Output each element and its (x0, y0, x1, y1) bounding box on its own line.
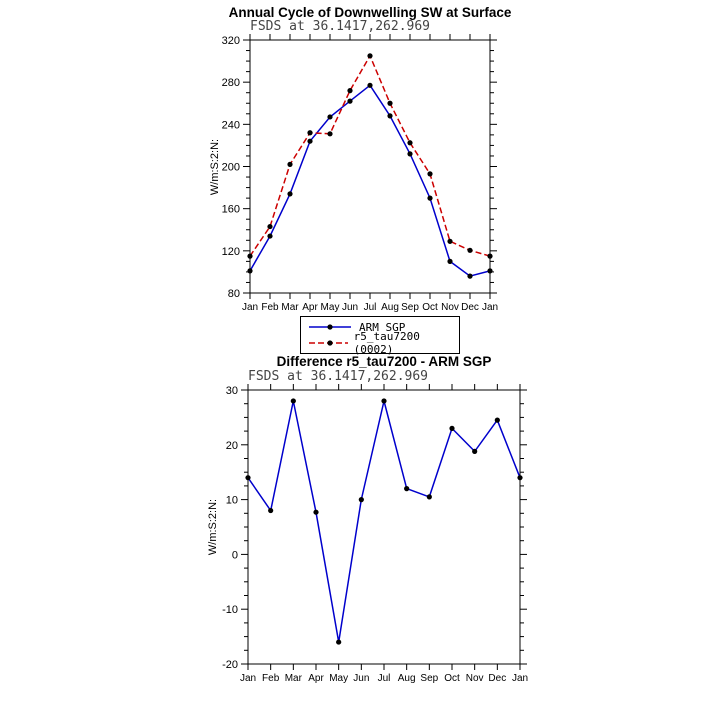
svg-text:10: 10 (226, 495, 238, 507)
top-chart-subtitle: FSDS at 36.1417,262.969 (250, 19, 431, 34)
svg-text:320: 320 (222, 35, 240, 47)
legend-item-arm-sgp: ARM SGP (307, 319, 453, 335)
svg-text:Mar: Mar (285, 673, 303, 684)
svg-text:30: 30 (226, 385, 238, 397)
svg-text:Nov: Nov (441, 302, 459, 313)
svg-text:Aug: Aug (381, 302, 399, 313)
svg-text:Dec: Dec (461, 302, 479, 313)
svg-text:80: 80 (228, 288, 240, 300)
svg-text:Sep: Sep (401, 302, 419, 313)
svg-text:Feb: Feb (262, 673, 280, 684)
legend-line-sample-blue (309, 324, 351, 330)
svg-text:Mar: Mar (281, 302, 299, 313)
svg-text:20: 20 (226, 440, 238, 452)
svg-text:Aug: Aug (398, 673, 416, 684)
top-chart-y-axis-label: W/m:S:2:N: (209, 138, 221, 196)
svg-text:Oct: Oct (444, 673, 460, 684)
svg-text:-20: -20 (222, 659, 238, 671)
svg-text:May: May (321, 302, 340, 313)
svg-text:Apr: Apr (308, 673, 324, 684)
legend-line-sample-red-dashed (309, 340, 348, 346)
svg-text:Dec: Dec (488, 673, 506, 684)
svg-text:Jun: Jun (353, 673, 369, 684)
bottom-chart-title: Difference r5_tau7200 - ARM SGP (276, 354, 492, 369)
svg-text:Feb: Feb (261, 302, 279, 313)
top-chart-title: Annual Cycle of Downwelling SW at Surfac… (228, 5, 512, 20)
svg-text:May: May (329, 673, 348, 684)
svg-text:Sep: Sep (420, 673, 438, 684)
svg-text:Jan: Jan (242, 302, 258, 313)
bottom-chart-y-axis-label: W/m:S:2:N: (207, 498, 219, 556)
legend-label-r5-tau7200: r5_tau7200 (0002) (353, 330, 420, 356)
bottom-chart-subtitle: FSDS at 36.1417,262.969 (248, 369, 429, 384)
svg-text:Apr: Apr (302, 302, 318, 313)
svg-text:Jul: Jul (378, 673, 391, 684)
svg-text:0: 0 (232, 549, 238, 561)
svg-text:280: 280 (222, 77, 240, 89)
svg-text:120: 120 (222, 246, 240, 258)
svg-text:Jul: Jul (364, 302, 377, 313)
svg-text:Nov: Nov (466, 673, 484, 684)
svg-text:Jan: Jan (512, 673, 528, 684)
svg-text:240: 240 (222, 119, 240, 131)
legend-label-arm-sgp: ARM SGP (359, 320, 406, 334)
svg-text:Jun: Jun (342, 302, 358, 313)
legend-box: ARM SGP r5_tau7200 (0002) (300, 316, 460, 356)
legend-item-r5-tau7200: r5_tau7200 (0002) (307, 330, 453, 356)
svg-text:-10: -10 (222, 604, 238, 616)
svg-text:Jan: Jan (240, 673, 256, 684)
svg-text:Jan: Jan (482, 302, 498, 313)
svg-text:200: 200 (222, 162, 240, 174)
svg-text:160: 160 (222, 204, 240, 216)
svg-text:Oct: Oct (422, 302, 438, 313)
